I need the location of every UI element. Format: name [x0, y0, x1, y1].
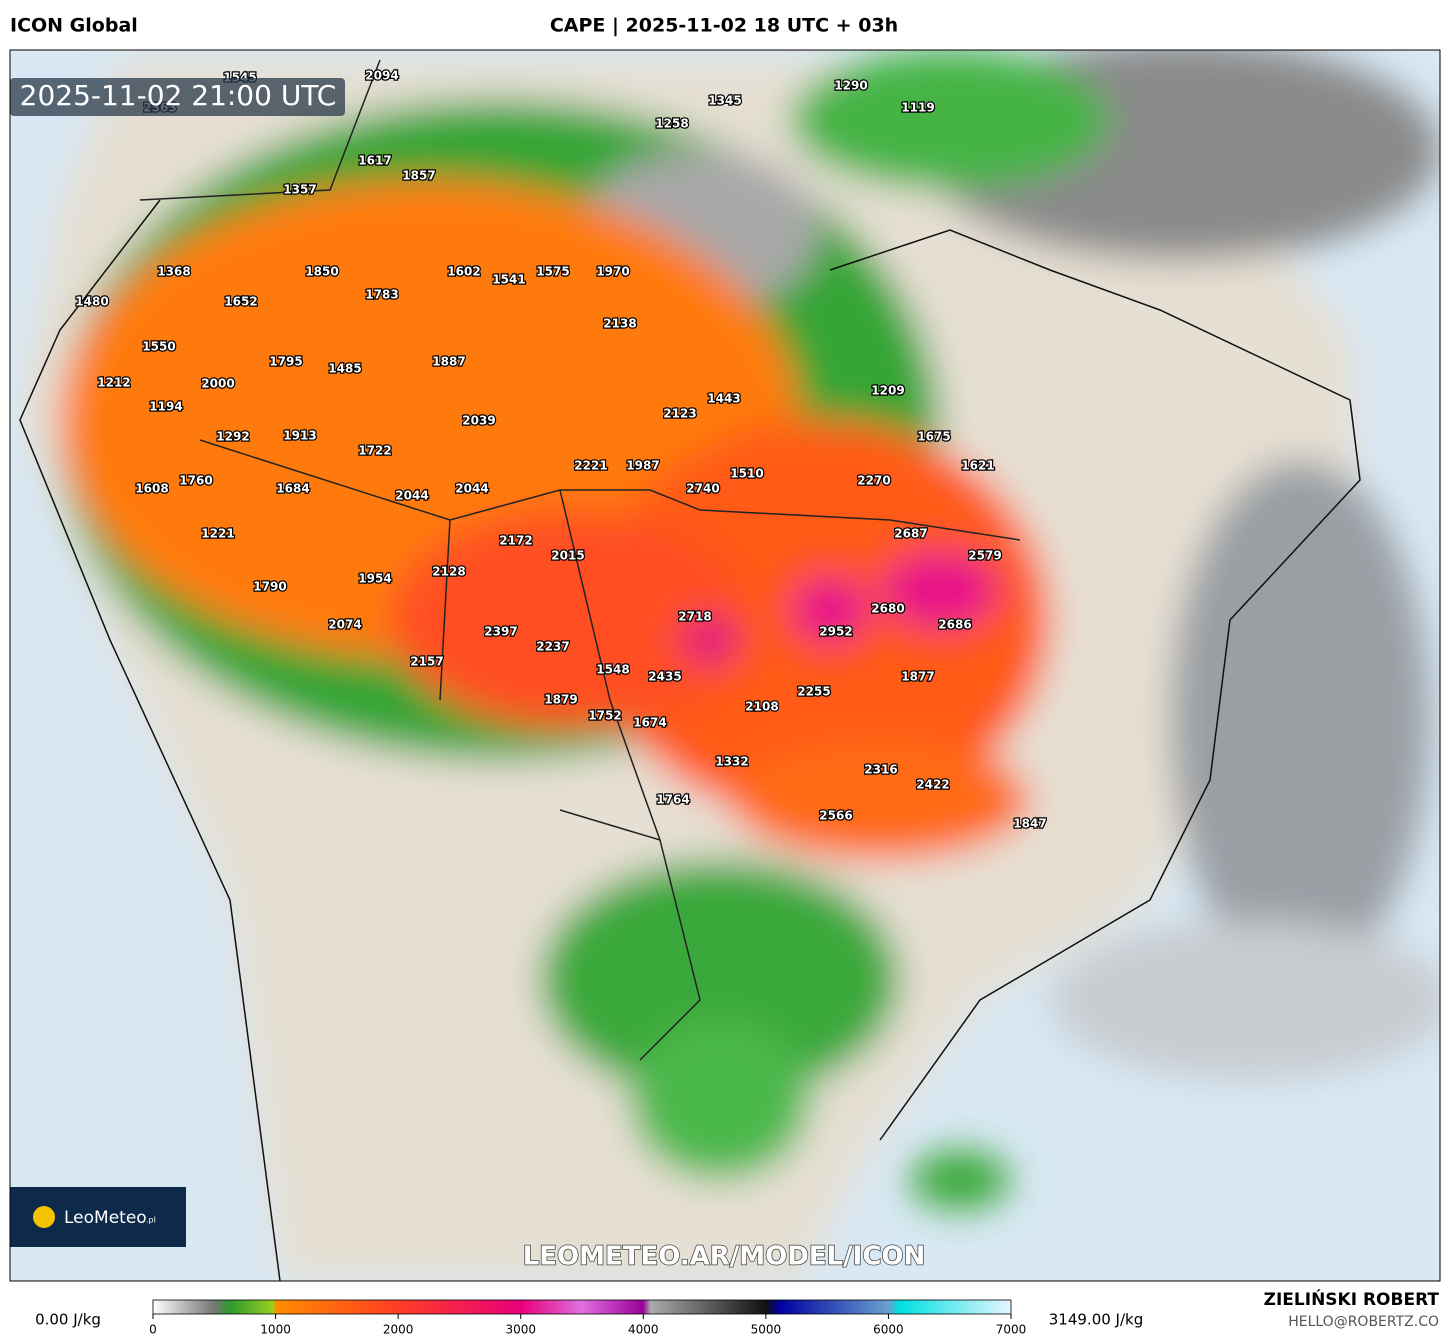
value-label: 2687 [894, 527, 927, 541]
value-label: 1847 [1013, 817, 1046, 831]
value-label: 1850 [305, 265, 338, 279]
value-label: 2044 [455, 482, 488, 496]
colorbar-max: 3149.00 J/kg [1049, 1311, 1143, 1329]
value-label: 1209 [871, 384, 904, 398]
value-label: 1887 [432, 355, 465, 369]
value-label: 2000 [201, 377, 234, 391]
value-label: 1510 [730, 467, 763, 481]
logo-suffix: .pl [146, 1216, 156, 1225]
value-label: 1764 [656, 793, 689, 807]
colorbar-tick-label: 7000 [996, 1323, 1027, 1337]
value-label: 2221 [574, 459, 607, 473]
value-label: 2255 [797, 685, 830, 699]
value-label: 1480 [75, 295, 108, 309]
value-label: 1258 [655, 117, 688, 131]
value-label: 2397 [484, 625, 517, 639]
value-label: 1621 [961, 459, 994, 473]
value-label: 1954 [358, 572, 391, 586]
value-label: 1675 [917, 430, 950, 444]
value-label: 2270 [857, 474, 890, 488]
value-label: 1119 [901, 101, 934, 115]
value-label: 1443 [707, 392, 740, 406]
value-label: 2237 [536, 640, 569, 654]
value-label: 2138 [603, 317, 636, 331]
value-label: 1652 [224, 295, 257, 309]
value-label: 2579 [968, 549, 1001, 563]
value-label: 1970 [596, 265, 629, 279]
value-label: 1722 [358, 444, 391, 458]
colorbar-tick-label: 2000 [383, 1323, 414, 1337]
value-label: 1684 [276, 482, 309, 496]
value-label: 2044 [395, 489, 428, 503]
value-label: 1368 [157, 265, 190, 279]
value-label: 2566 [819, 809, 852, 823]
map-frame [9, 49, 1441, 1282]
value-label: 2740 [686, 482, 719, 496]
value-label: 1332 [715, 755, 748, 769]
value-label: 1541 [492, 273, 525, 287]
value-label: 1292 [216, 430, 249, 444]
colorbar-ticks: 0 1000 2000 3000 4000 5000 6000 7000 [149, 1314, 1026, 1337]
value-label: 1550 [142, 340, 175, 354]
logo-text: LeoMeteo [64, 1208, 147, 1228]
value-label: 1752 [588, 709, 621, 723]
value-label: 1290 [834, 79, 867, 93]
value-label: 1575 [536, 265, 569, 279]
colorbar-tick-label: 1000 [260, 1323, 291, 1337]
value-label: 2128 [432, 565, 465, 579]
value-label: 1674 [633, 716, 666, 730]
value-label: 2172 [499, 534, 532, 548]
valid-time: 2025-11-02 21:00 UTC [20, 79, 337, 112]
value-label: 1783 [365, 288, 398, 302]
colorbar-tick-label: 6000 [873, 1323, 904, 1337]
model-name: ICON Global [10, 15, 138, 37]
colorbar-min: 0.00 J/kg [35, 1311, 101, 1329]
value-label: 1608 [135, 482, 168, 496]
value-label: 2108 [745, 700, 778, 714]
value-label: 2422 [916, 778, 949, 792]
value-label: 1485 [328, 362, 361, 376]
value-label: 1879 [544, 693, 577, 707]
value-label: 1345 [708, 94, 741, 108]
value-label: 1877 [901, 670, 934, 684]
value-label: 2718 [678, 610, 711, 624]
colorbar-tick-label: 3000 [505, 1323, 536, 1337]
map-title: CAPE | 2025-11-02 18 UTC + 03h [550, 15, 898, 37]
value-label: 2686 [938, 618, 971, 632]
value-label: 2316 [864, 763, 897, 777]
value-label: 1602 [447, 265, 480, 279]
value-label: 2435 [648, 670, 681, 684]
value-label: 1357 [283, 183, 316, 197]
value-label: 2680 [871, 602, 904, 616]
colorbar-tick-label: 0 [149, 1323, 157, 1337]
map: 1545236320941345129011191258161718571357… [10, 50, 1440, 1281]
value-label: 1617 [358, 154, 391, 168]
value-label: 2039 [462, 414, 495, 428]
logo-sun [33, 1206, 55, 1228]
value-label: 2123 [663, 407, 696, 421]
value-label: 1221 [201, 527, 234, 541]
contact: HELLO@ROBERTZ.CO [1288, 1314, 1439, 1330]
value-label: 1548 [596, 663, 629, 677]
value-label: 1795 [269, 355, 302, 369]
value-label: 2074 [328, 618, 361, 632]
time-box [10, 78, 345, 116]
author: ZIELIŃSKI ROBERT [1264, 1288, 1440, 1310]
value-label: 1790 [253, 580, 286, 594]
value-label: 2015 [551, 549, 584, 563]
value-label: 1212 [97, 376, 130, 390]
colorbar [152, 1299, 1012, 1315]
value-label: 2157 [410, 655, 443, 669]
watermark: LEOMETEO.AR/MODEL/ICON [523, 1242, 926, 1272]
colorbar-tick-label: 5000 [751, 1323, 782, 1337]
value-label: 1760 [179, 474, 212, 488]
value-label: 2094 [365, 69, 398, 83]
colorbar-tick-label: 4000 [628, 1323, 659, 1337]
value-label: 1857 [402, 169, 435, 183]
value-label: 2952 [819, 625, 852, 639]
value-label: 1194 [149, 400, 182, 414]
value-label: 1913 [283, 429, 316, 443]
value-label: 1987 [626, 459, 659, 473]
